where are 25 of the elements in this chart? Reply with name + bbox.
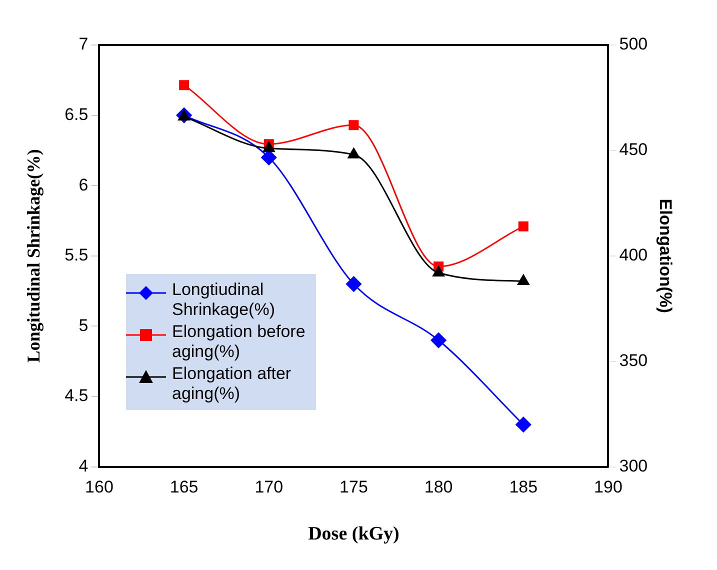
- y2-tick-label: 450: [619, 140, 648, 160]
- y2-tick-label: 300: [619, 456, 648, 476]
- y-tick-label: 6: [78, 175, 88, 194]
- y-tick-label: 5.5: [64, 246, 88, 265]
- x-tick-label: 185: [509, 478, 538, 497]
- y-tick-label: 7: [78, 34, 88, 54]
- x-axis-title: Dose (kGy): [308, 524, 400, 545]
- x-tick-label: 180: [424, 478, 453, 497]
- legend-label: Elongation after aging(%): [172, 364, 292, 404]
- y-axis-title: Longitudinal Shrinkage(%): [23, 149, 44, 363]
- y2-tick-label: 500: [619, 34, 648, 54]
- legend-label: Elongation before aging(%): [172, 322, 306, 362]
- y-tick-label: 4.5: [64, 386, 88, 406]
- legend-label: Longtiudinal Shrinkage(%): [172, 280, 276, 320]
- y2-tick-label: 400: [619, 246, 648, 265]
- y-tick-label: 5: [78, 316, 88, 335]
- y2-axis-title: Elongation(%): [656, 198, 676, 314]
- x-tick-label: 170: [254, 478, 284, 497]
- x-tick-label: 175: [340, 478, 368, 497]
- x-tick-label: 165: [170, 478, 198, 497]
- x-tick-label: 160: [85, 478, 114, 497]
- y-tick-label: 6.5: [64, 104, 88, 124]
- y2-tick-label: 350: [619, 351, 648, 370]
- y-tick-label: 4: [78, 456, 88, 476]
- x-tick-label: 190: [594, 478, 622, 497]
